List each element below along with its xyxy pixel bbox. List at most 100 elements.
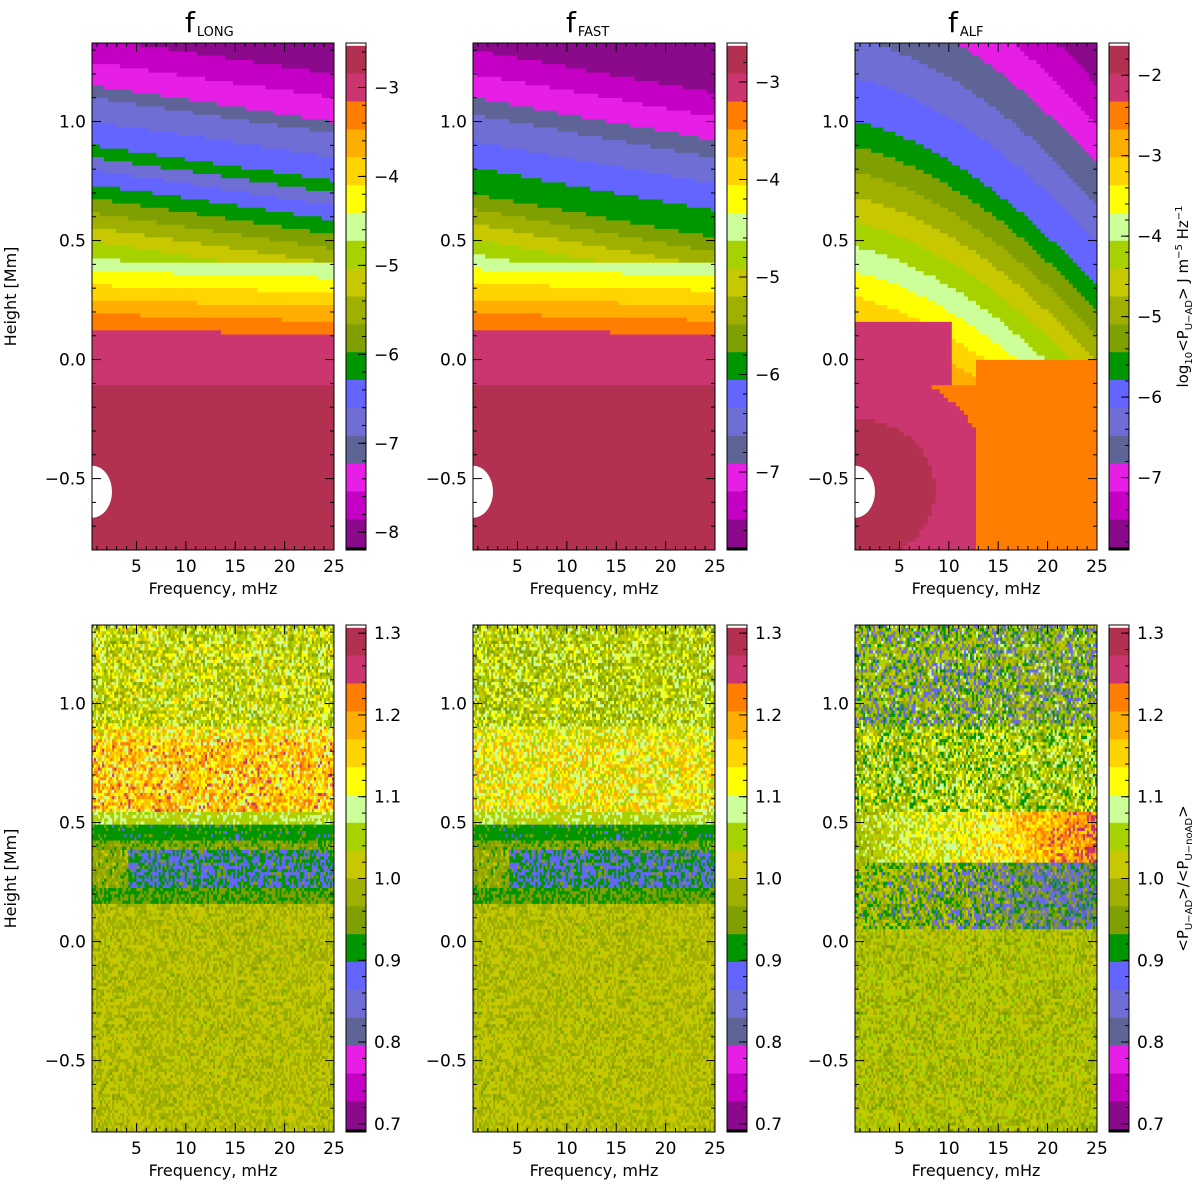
heatmap-cell [940,111,1001,116]
heatmap-cell [855,115,948,120]
heatmap-cell [855,85,888,90]
heatmap-cell [92,398,334,403]
colorbar-tick-label: −4 [374,167,399,187]
heatmap-cell [675,149,716,154]
heatmap-cell [92,187,121,192]
heatmap-cell [269,654,273,658]
heatmap-cell [485,98,623,103]
heatmap-cell [195,650,199,654]
heatmap-cell [1032,347,1061,352]
heatmap-cell [855,347,952,352]
heatmap-cell [875,301,936,306]
heatmap-cell [1032,178,1073,183]
heatmap-cell [1085,229,1098,234]
heatmap-cell [1065,326,1090,331]
heatmap-cell [237,204,334,209]
heatmap-cell [92,512,334,517]
heatmap-cell [92,242,105,247]
heatmap-cell [1024,212,1069,217]
heatmap-cell [1049,335,1074,340]
heatmap-cell [558,128,655,133]
heatmap-cell [267,657,271,661]
heatmap-cell [875,81,960,86]
heatmap-cell [98,647,102,651]
heatmap-cell [964,123,1017,128]
heatmap-cell [92,440,334,445]
heatmap-cell [473,398,715,403]
heatmap-cell [546,250,631,255]
heatmap-cell [855,537,916,542]
heatmap-cell [247,631,251,635]
heatmap-cell [855,225,872,230]
heatmap-cell [1020,309,1049,314]
colorbar-swatch [727,213,747,241]
heatmap-cell [1081,64,1098,69]
heatmap-cell [855,208,896,213]
heatmap-cell [855,98,916,103]
heatmap-cell [150,638,154,642]
heatmap-cell [144,669,148,673]
heatmap-cell [976,520,1097,525]
heatmap-cell [177,132,335,137]
heatmap-cell [473,191,615,196]
heatmap-cell [855,275,876,280]
heatmap-cell [586,68,715,73]
heatmap-cell [996,267,1029,272]
heatmap-cell [169,650,173,654]
heatmap-cell [473,242,498,247]
colorbar-swatch [727,352,747,380]
heatmap-cell [96,650,100,654]
heatmap-cell [928,520,977,525]
colorbar-tick-label: −7 [374,434,399,454]
heatmap-cell [473,128,558,133]
heatmap-cell [92,461,334,466]
heatmap-cell [179,641,183,645]
heatmap-cell [968,271,1005,276]
heatmap-cell [972,225,1009,230]
heatmap-cell [972,423,1097,428]
heatmap-cell [92,402,334,407]
heatmap-cell [243,679,247,683]
heatmap-cell [1008,326,1037,331]
heatmap-cell [952,330,981,335]
heatmap-cell [598,94,715,99]
heatmap-cell [952,187,993,192]
heatmap-cell [92,73,177,78]
heatmap-cell [859,220,924,225]
heatmap-cell [976,499,1097,504]
heatmap-cell [473,347,715,352]
heatmap-cell [302,115,335,120]
heatmap-cell [477,73,611,78]
heatmap-cell [197,301,335,306]
heatmap-cell [574,89,708,94]
heatmap-cell [976,364,1097,369]
heatmap-cell [1081,343,1098,348]
heatmap-cell [1012,204,1061,209]
colorbar-swatch [727,102,747,130]
colorbar-swatch [727,157,747,185]
heatmap-cell [217,641,223,645]
heatmap-cell [265,208,334,213]
heatmap-cell [92,297,334,302]
heatmap-cell [261,669,267,673]
heatmap-cell [473,288,691,293]
heatmap-cell [219,647,223,651]
heatmap-cell [948,258,989,263]
heatmap-cell [231,654,237,658]
heatmap-cell [310,229,335,234]
heatmap-cell [1028,174,1069,179]
x-tick-label: 15 [605,557,627,577]
heatmap-cell [195,631,199,635]
heatmap-cell [679,132,716,137]
heatmap-cell [855,351,952,356]
heatmap-cell [473,136,602,141]
heatmap-cell [193,170,274,175]
heatmap-cell [150,650,154,654]
heatmap-cell [1045,356,1070,361]
colorbar-swatch [727,464,747,492]
heatmap-cell [161,638,165,642]
y-tick-label: 0.0 [59,351,86,371]
heatmap-cell [473,461,715,466]
colorbar-swatch [1109,129,1129,157]
heatmap-cell [193,638,197,642]
